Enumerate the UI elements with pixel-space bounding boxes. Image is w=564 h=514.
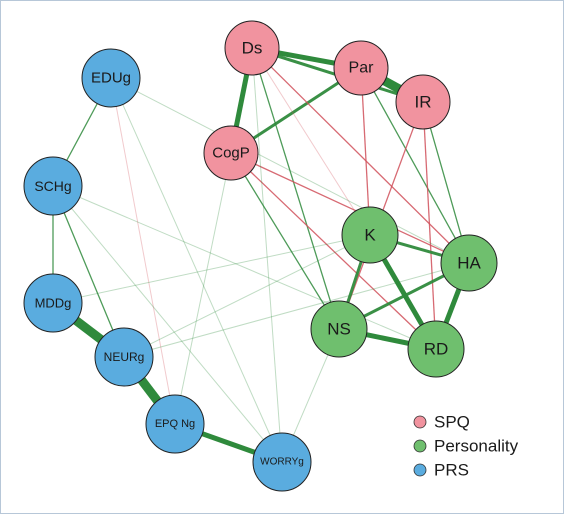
node-label: Ds	[242, 39, 263, 58]
edge-cogp-ha	[230, 152, 470, 264]
edge-edug-epqng	[110, 77, 176, 425]
node-ns[interactable]: NS	[310, 300, 368, 358]
node-ir[interactable]: IR	[395, 74, 451, 130]
edge-neurg-ha	[123, 262, 470, 358]
node-label: NEURg	[104, 350, 145, 364]
node-circle	[224, 20, 280, 76]
node-circle	[145, 394, 205, 454]
edge-schg-worryg	[52, 185, 283, 463]
node-epqng[interactable]: EPQ Ng	[145, 394, 205, 454]
legend-item-spq: SPQ	[413, 413, 470, 432]
edge-edug-worryg	[110, 77, 283, 463]
node-label: IR	[415, 93, 432, 112]
node-circle	[203, 125, 259, 181]
legend-label: Personality	[434, 437, 519, 456]
edge-ds-ha	[251, 47, 470, 264]
edge-par-ha	[360, 67, 470, 264]
legend-label: SPQ	[434, 413, 470, 432]
legend-item-prs: PRS	[413, 461, 469, 480]
node-schg[interactable]: SCHg	[23, 156, 83, 216]
edge-ds-k	[251, 47, 371, 236]
edge-epqng-cogp	[174, 152, 232, 425]
legend-swatch	[413, 415, 427, 429]
node-circle	[310, 300, 368, 358]
node-label: K	[364, 226, 376, 245]
node-edug[interactable]: EDUg	[81, 48, 141, 108]
node-cogp[interactable]: CogP	[203, 125, 259, 181]
node-circle	[333, 40, 389, 96]
node-circle	[94, 327, 154, 387]
node-label: SCHg	[34, 178, 71, 194]
node-label: EDUg	[91, 70, 131, 87]
node-label: EPQ Ng	[155, 418, 195, 430]
legend-swatch	[413, 439, 427, 453]
node-worryg[interactable]: WORRYg	[252, 432, 312, 492]
legend-swatch	[413, 463, 427, 477]
edge-worryg-ds	[251, 47, 283, 463]
legend-label: PRS	[434, 461, 469, 480]
edge-edug-ha	[110, 77, 470, 264]
node-label: HA	[457, 254, 481, 273]
node-circle	[440, 234, 498, 292]
edge-cogp-ns	[230, 152, 340, 330]
node-label: RD	[424, 340, 449, 359]
node-circle	[395, 74, 451, 130]
node-k[interactable]: K	[341, 206, 399, 264]
node-label: CogP	[212, 145, 250, 162]
edge-schg-rd	[52, 185, 437, 350]
node-neurg[interactable]: NEURg	[94, 327, 154, 387]
node-ha[interactable]: HA	[440, 234, 498, 292]
node-label: MDDg	[35, 296, 72, 311]
node-label: WORRYg	[260, 457, 304, 468]
legend-item-personality: Personality	[413, 437, 519, 456]
node-rd[interactable]: RD	[407, 320, 465, 378]
edge-schg-neurg	[52, 185, 125, 358]
edge-neurg-k	[123, 234, 371, 358]
edge-ir-rd	[422, 101, 437, 350]
node-circle	[23, 156, 83, 216]
edge-mddg-k	[52, 234, 371, 304]
node-label: Par	[349, 60, 375, 77]
legend: SPQ Personality PRS	[413, 413, 519, 480]
edge-ds-ns	[251, 47, 340, 330]
node-circle	[407, 320, 465, 378]
node-ds[interactable]: Ds	[224, 20, 280, 76]
node-circle	[252, 432, 312, 492]
edge-cogp-rd	[230, 152, 437, 350]
node-circle	[341, 206, 399, 264]
node-par[interactable]: Par	[333, 40, 389, 96]
node-circle	[23, 273, 83, 333]
node-label: NS	[327, 320, 351, 339]
node-mddg[interactable]: MDDg	[23, 273, 83, 333]
node-layer: Ds Par IR CogP K HA NS RD EDUg SCHg MDDg NEURg EPQ N…	[23, 20, 498, 492]
node-circle	[81, 48, 141, 108]
